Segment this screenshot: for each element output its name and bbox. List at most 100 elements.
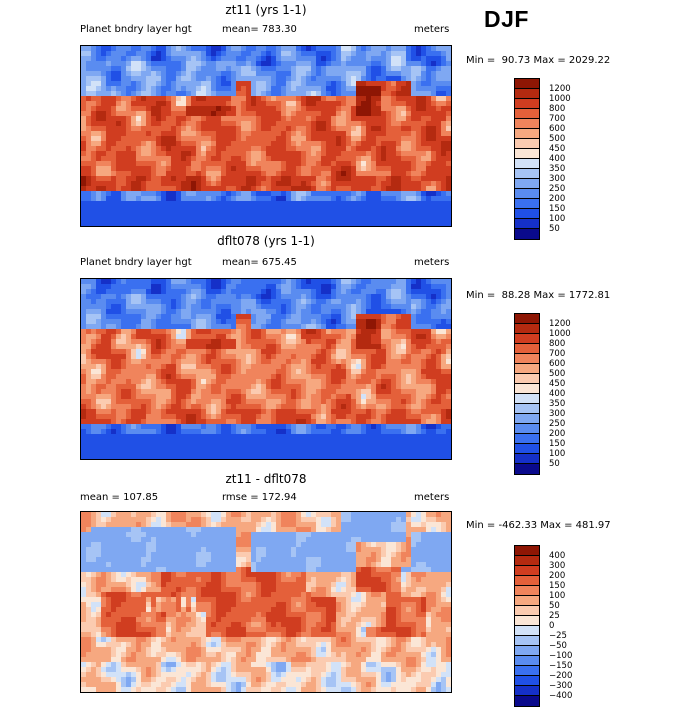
field-cell (91, 91, 96, 96)
field-cell (396, 304, 401, 309)
field-cell (351, 91, 356, 96)
field-cell (421, 96, 426, 101)
field-cell (271, 86, 276, 91)
field-cell (276, 181, 281, 186)
field-cell (156, 216, 161, 221)
field-cell (431, 46, 436, 51)
field-cell (401, 131, 406, 136)
field-cell (106, 151, 111, 156)
field-cell (346, 191, 351, 196)
field-cell (81, 96, 86, 101)
field-cell (151, 429, 156, 434)
field-cell (231, 389, 236, 394)
field-cell (136, 294, 141, 299)
field-cell (291, 339, 296, 344)
colorbar-swatch (515, 189, 539, 199)
field-cell (176, 211, 181, 216)
field-cell (181, 176, 186, 181)
field-cell (286, 191, 291, 196)
field-cell (81, 284, 86, 289)
field-cell (261, 284, 266, 289)
field-cell (81, 66, 86, 71)
field-cell (96, 289, 101, 294)
field-cell (156, 121, 161, 126)
field-cell (156, 329, 161, 334)
field-cell (156, 96, 161, 101)
field-cell (266, 76, 271, 81)
field-cell (416, 51, 421, 56)
field-cell (256, 176, 261, 181)
field-cell (156, 181, 161, 186)
field-cell (96, 339, 101, 344)
field-cell (411, 289, 416, 294)
field-cell (146, 334, 151, 339)
field-cell (121, 399, 126, 404)
field-cell (326, 46, 331, 51)
field-cell (331, 46, 336, 51)
field-cell (386, 304, 391, 309)
field-cell (96, 309, 101, 314)
field-cell (146, 141, 151, 146)
field-cell (256, 171, 261, 176)
field-cell (96, 136, 101, 141)
field-cell (171, 186, 176, 191)
field-cell (421, 324, 426, 329)
field-cell (421, 181, 426, 186)
field-cell (151, 161, 156, 166)
field-cell (216, 51, 221, 56)
field-cell (261, 389, 266, 394)
field-cell (436, 339, 441, 344)
field-cell (421, 399, 426, 404)
field-cell (326, 289, 331, 294)
field-cell (361, 216, 366, 221)
field-cell (101, 156, 106, 161)
field-cell (251, 344, 256, 349)
field-cell (241, 221, 246, 226)
field-cell (266, 309, 271, 314)
field-cell (446, 329, 451, 334)
field-cell (386, 156, 391, 161)
field-cell (346, 146, 351, 151)
field-cell (131, 374, 136, 379)
field-cell (376, 146, 381, 151)
field-cell (161, 414, 166, 419)
field-cell (86, 56, 91, 61)
field-cell (296, 359, 301, 364)
field-cell (81, 309, 86, 314)
field-cell (121, 166, 126, 171)
field-cell (421, 379, 426, 384)
field-cell (406, 171, 411, 176)
field-cell (316, 176, 321, 181)
field-cell (136, 86, 141, 91)
field-cell (426, 279, 431, 284)
field-cell (411, 151, 416, 156)
field-cell (221, 354, 226, 359)
field-cell (381, 156, 386, 161)
field-cell (171, 201, 176, 206)
field-cell (371, 51, 376, 56)
field-cell (211, 56, 216, 61)
field-cell (86, 389, 91, 394)
field-cell (351, 76, 356, 81)
field-cell (141, 339, 146, 344)
field-cell (321, 186, 326, 191)
field-cell (346, 314, 351, 319)
field-cell (111, 211, 116, 216)
field-cell (206, 66, 211, 71)
field-cell (291, 121, 296, 126)
field-cell (156, 414, 161, 419)
field-cell (376, 141, 381, 146)
field-cell (86, 384, 91, 389)
field-cell (171, 279, 176, 284)
field-cell (141, 294, 146, 299)
field-cell (201, 56, 206, 61)
field-cell (226, 186, 231, 191)
field-cell (406, 344, 411, 349)
field-cell (121, 369, 126, 374)
field-cell (236, 151, 241, 156)
field-cell (266, 374, 271, 379)
field-cell (351, 86, 356, 91)
field-cell (221, 61, 226, 66)
field-cell (116, 91, 121, 96)
field-cell (391, 121, 396, 126)
